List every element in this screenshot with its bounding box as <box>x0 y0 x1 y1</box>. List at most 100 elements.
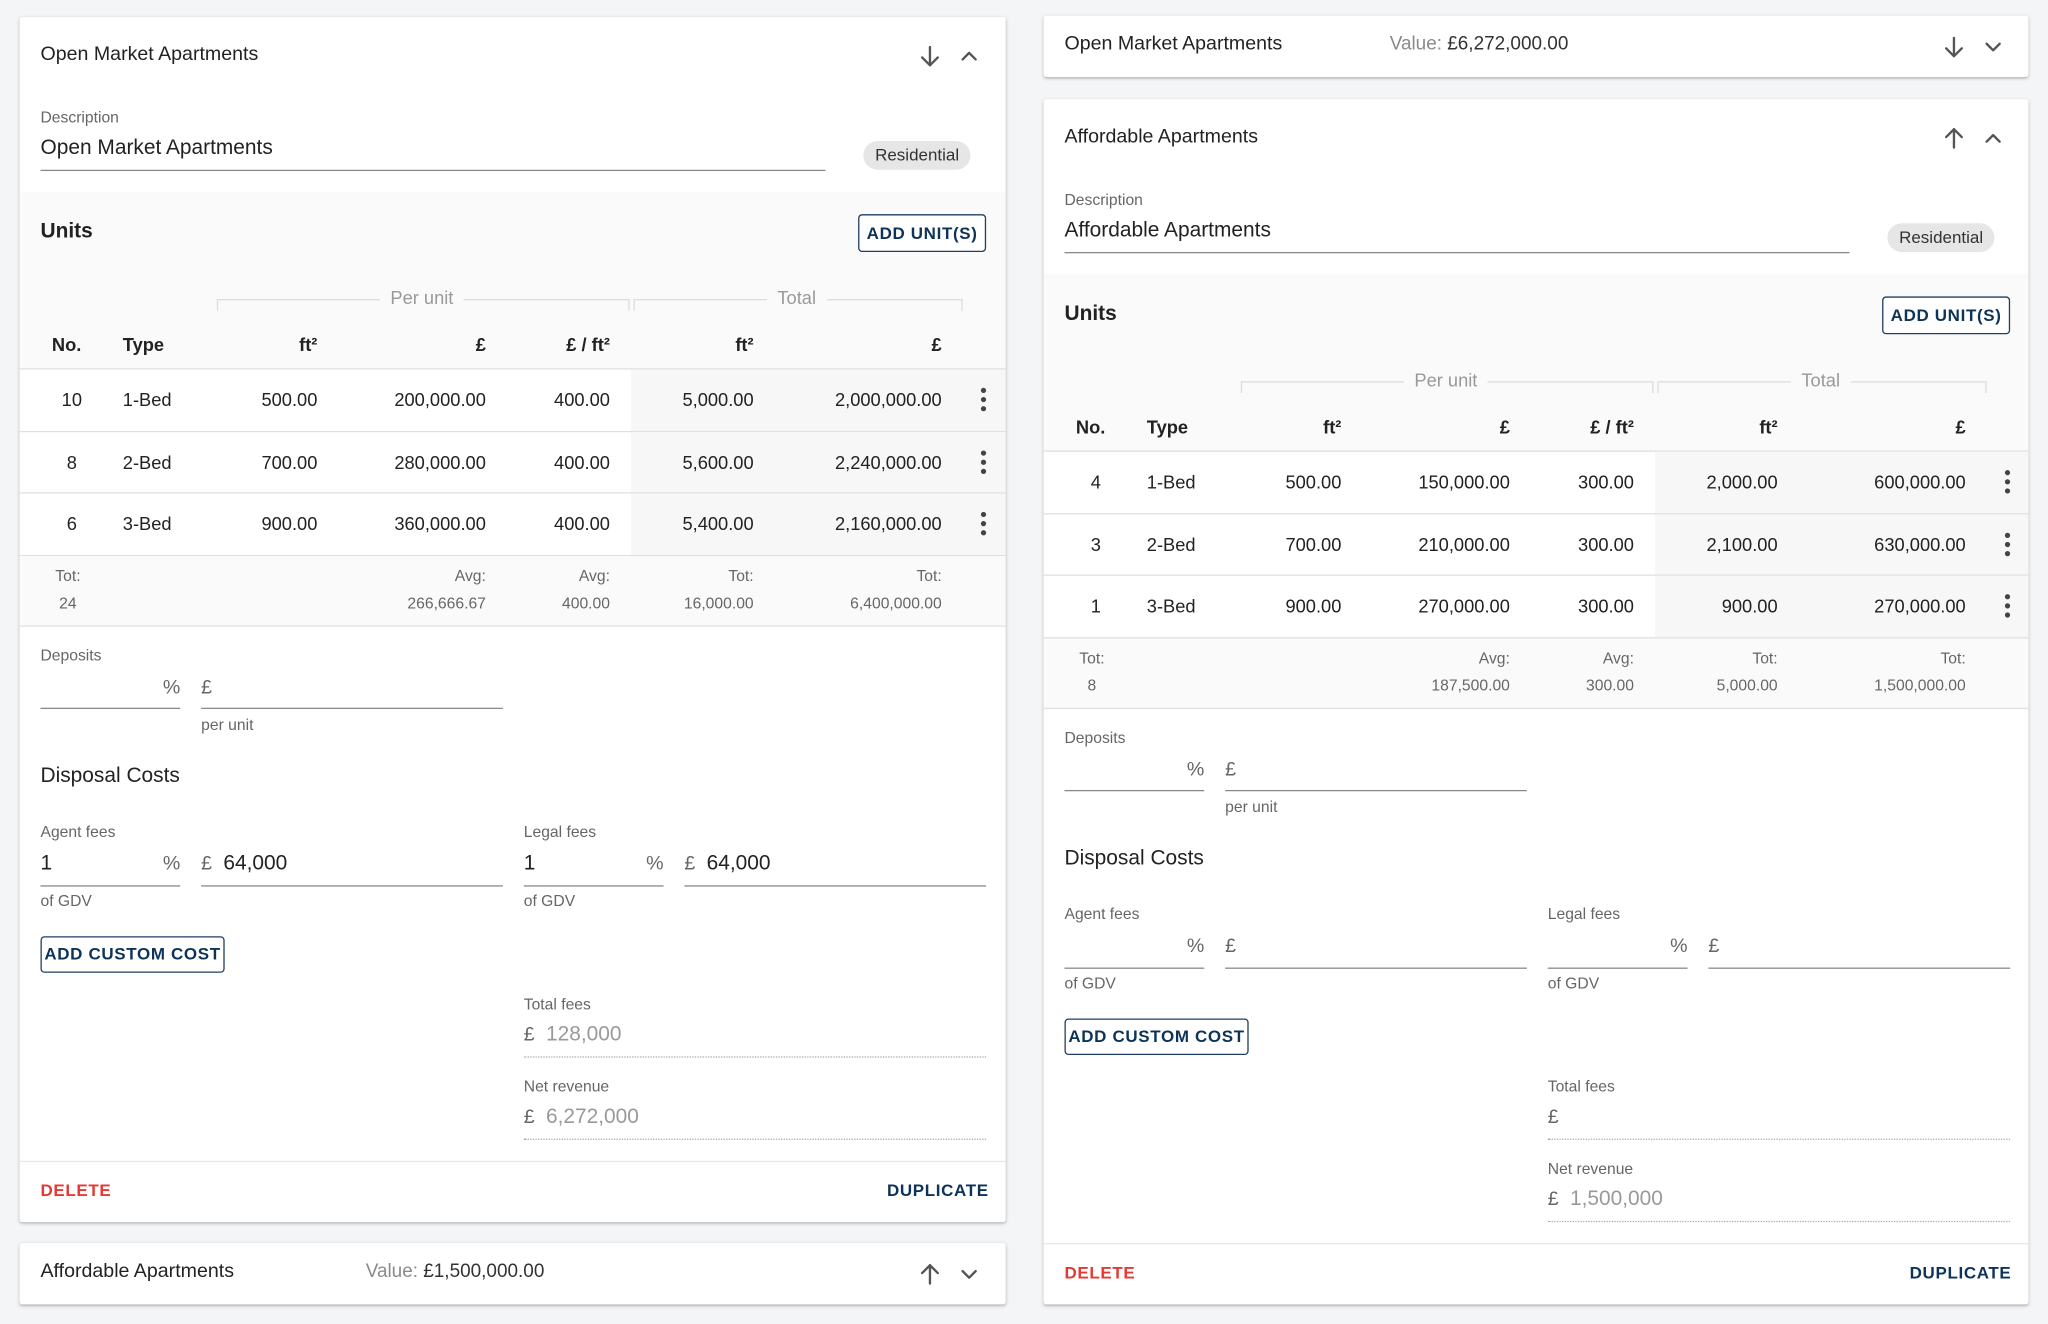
section-title: Disposal Costs <box>40 765 180 788</box>
unit-count: 4 <box>1090 471 1101 493</box>
column-header: £ / ft² <box>1590 416 1634 438</box>
input-underline <box>40 707 181 710</box>
unit-cell: 5,400.00 <box>682 513 754 535</box>
section-title: Disposal Costs <box>1064 847 1204 870</box>
net-revenue-value: 6,272,000 <box>545 1105 639 1129</box>
unit-cell: 2,240,000.00 <box>834 451 942 473</box>
collapse-button[interactable] <box>1977 123 2008 154</box>
total-label: Avg: <box>1478 648 1510 668</box>
currency-symbol: £ <box>201 676 213 699</box>
expand-button[interactable] <box>953 1259 984 1290</box>
field-label: Deposits <box>40 646 102 665</box>
panel-title: Open Market Apartments <box>40 43 259 66</box>
unit-cell: 270,000.00 <box>1418 595 1510 617</box>
add-custom-cost-button[interactable]: ADD CUSTOM COST <box>1064 1018 1249 1056</box>
percent-symbol: % <box>1186 934 1205 958</box>
field-label: Legal fees <box>523 822 597 841</box>
unit-type: 3-Bed <box>1146 595 1196 617</box>
row-menu[interactable] <box>2002 593 2012 619</box>
value-label: Value: <box>365 1261 419 1283</box>
group-header: Per unit <box>1403 366 1488 394</box>
description-input[interactable]: Affordable Apartments <box>1064 219 1271 242</box>
row-menu[interactable] <box>978 386 988 412</box>
unit-count: 6 <box>66 513 77 535</box>
readonly-underline <box>523 1138 987 1140</box>
delete-button[interactable]: DELETE <box>40 1180 112 1200</box>
description-input[interactable]: Open Market Apartments <box>40 137 273 160</box>
duplicate-button[interactable]: DUPLICATE <box>886 1180 989 1200</box>
group-header: Total <box>1790 366 1851 394</box>
currency-symbol: £ <box>684 852 696 875</box>
value-amount: £1,500,000.00 <box>423 1261 545 1283</box>
legal-amount-input[interactable]: 64,000 <box>706 852 771 875</box>
category-chip: Residential <box>863 141 971 170</box>
input-underline <box>684 885 987 887</box>
unit-cell: 900.00 <box>1721 595 1778 617</box>
unit-cell: 700.00 <box>261 451 318 473</box>
unit-type: 2-Bed <box>1146 533 1196 555</box>
total-columns-bg <box>1654 513 2029 575</box>
total-label: Tot: <box>728 566 754 585</box>
column-header: £ <box>1955 416 1966 438</box>
unit-cell: 400.00 <box>554 451 610 473</box>
panel-title: Open Market Apartments <box>1064 32 1283 55</box>
unit-cell: 270,000.00 <box>1874 595 1966 617</box>
row-menu[interactable] <box>2002 531 2012 557</box>
panel-title: Affordable Apartments <box>1064 125 1258 148</box>
column-header: No. <box>1075 416 1106 438</box>
column-header: ft² <box>735 334 754 356</box>
unit-cell: 630,000.00 <box>1874 533 1966 555</box>
collapsed-panel: Open Market Apartments Value: £6,272,000.0… <box>1043 15 2029 78</box>
input-underline <box>1064 967 1205 969</box>
footer-divider <box>1043 1243 2029 1245</box>
legal-percent-input[interactable]: 1 <box>523 852 536 875</box>
move-button[interactable] <box>1938 123 1969 154</box>
currency-symbol: £ <box>1547 1105 1559 1129</box>
add-units-button[interactable]: ADD UNIT(S) <box>1882 296 2011 335</box>
agent-amount-input[interactable]: 64,000 <box>223 852 288 875</box>
input-underline <box>1064 789 1205 792</box>
currency-symbol: £ <box>1225 934 1237 958</box>
row-divider <box>1043 574 2029 576</box>
move-button[interactable] <box>914 40 945 71</box>
unit-cell: 400.00 <box>554 513 610 535</box>
row-divider <box>19 492 1006 494</box>
unit-cell: 360,000.00 <box>394 513 486 535</box>
currency-symbol: £ <box>523 1023 535 1046</box>
unit-cell: 300.00 <box>1578 595 1634 617</box>
unit-cell: 500.00 <box>1285 471 1342 493</box>
expand-button[interactable] <box>1977 31 2008 62</box>
total-label: Tot: <box>1079 648 1105 668</box>
total-columns-bg <box>630 431 1006 493</box>
total-value: 187,500.00 <box>1431 676 1510 695</box>
move-button[interactable] <box>914 1259 945 1290</box>
row-divider <box>1043 512 2029 514</box>
column-header: £ <box>931 334 942 356</box>
delete-button[interactable]: DELETE <box>1064 1262 1136 1283</box>
currency-symbol: £ <box>523 1105 535 1129</box>
total-columns-bg <box>630 369 1006 431</box>
field-label: Agent fees <box>40 822 116 841</box>
header-divider <box>1043 450 2029 452</box>
duplicate-button[interactable]: DUPLICATE <box>1909 1262 2012 1283</box>
input-underline <box>40 885 181 887</box>
row-menu[interactable] <box>978 449 988 475</box>
collapse-button[interactable] <box>953 40 984 71</box>
column-header: No. <box>51 334 82 356</box>
move-button[interactable] <box>1938 31 1969 62</box>
row-menu[interactable] <box>2002 469 2012 495</box>
percent-symbol: % <box>1186 758 1205 781</box>
add-custom-cost-button[interactable]: ADD CUSTOM COST <box>40 936 225 973</box>
row-menu[interactable] <box>978 511 988 537</box>
column-header: £ <box>1499 416 1510 438</box>
unit-cell: 200,000.00 <box>394 389 486 410</box>
add-units-button[interactable]: ADD UNIT(S) <box>858 214 987 253</box>
total-label: Avg: <box>578 566 610 585</box>
input-underline <box>201 707 503 710</box>
column-header: ft² <box>1323 416 1342 438</box>
unit-type: 3-Bed <box>122 513 172 535</box>
column-header: ft² <box>299 334 318 356</box>
header-divider <box>19 368 1006 370</box>
agent-percent-input[interactable]: 1 <box>40 852 53 875</box>
readonly-underline <box>523 1056 987 1058</box>
